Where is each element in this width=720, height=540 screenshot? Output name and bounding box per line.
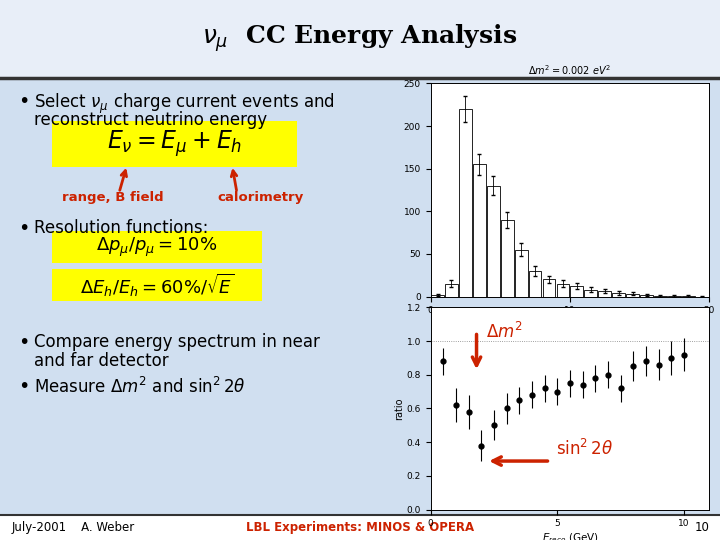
Text: Compare energy spectrum in near: Compare energy spectrum in near [34,333,320,351]
Text: reconstruct neutrino energy: reconstruct neutrino energy [34,111,267,129]
Bar [612,293,625,296]
Text: $E_{\nu} = E_{\mu} + E_{h}$: $E_{\nu} = E_{\mu} + E_{h}$ [107,129,242,159]
Bar [487,186,500,296]
Bar [52,269,262,301]
Bar [515,249,528,296]
Text: Resolution functions:: Resolution functions: [34,219,208,237]
Text: Select $\nu_{\mu}$ charge current events and: Select $\nu_{\mu}$ charge current events… [34,92,335,116]
Text: 10: 10 [695,521,710,534]
Bar [445,284,458,296]
Bar [0,515,720,540]
Text: CC energy distributions: CC energy distributions [438,84,585,97]
Bar [0,0,720,78]
Text: •: • [18,333,30,352]
Text: •: • [18,219,30,238]
Bar [626,294,639,296]
Text: $\Delta m^2$: $\Delta m^2$ [486,321,523,342]
Text: $\Delta E_{h} / E_{h} = 60\% / \sqrt{E}$: $\Delta E_{h} / E_{h} = 60\% / \sqrt{E}$ [80,272,234,299]
Bar [585,289,597,296]
Bar [654,295,667,296]
Bar [543,280,555,296]
Bar [668,295,681,296]
Bar [682,295,695,296]
X-axis label: $E_{reco}$ (GeV): $E_{reco}$ (GeV) [541,531,598,540]
Y-axis label: ratio: ratio [394,397,404,420]
Text: range, B field: range, B field [62,191,164,204]
Bar [640,295,653,296]
Bar [459,109,472,296]
Bar [598,292,611,296]
Bar [557,284,570,296]
Bar [570,286,583,296]
Text: LBL Experiments: MINOS & OPERA: LBL Experiments: MINOS & OPERA [246,521,474,534]
Bar [501,220,513,296]
Text: calorimetry: calorimetry [217,191,303,204]
Text: and far detector: and far detector [34,352,168,370]
Bar [473,164,486,296]
Text: $\nu_{\mu}$  CC Energy Analysis: $\nu_{\mu}$ CC Energy Analysis [202,22,518,54]
Text: •: • [18,92,30,111]
Bar [431,295,444,296]
Text: $\sin^2 2\theta$: $\sin^2 2\theta$ [556,439,613,459]
Text: •: • [18,377,30,396]
Text: $\Delta m^2=0.002\ eV^2$: $\Delta m^2=0.002\ eV^2$ [528,63,611,77]
Bar [52,231,262,263]
X-axis label: $E_{reco}$ (GeV): $E_{reco}$ (GeV) [541,318,598,332]
Text: July-2001    A. Weber: July-2001 A. Weber [12,521,135,534]
Text: Measure $\Delta m^2$ and $\sin^2 2\theta$: Measure $\Delta m^2$ and $\sin^2 2\theta… [34,377,246,397]
Text: Ph2le, 10 kt.yr.: Ph2le, 10 kt.yr. [458,100,552,113]
Bar [52,121,297,167]
Bar [528,271,541,296]
Text: $\Delta p_{\mu} / p_{\mu} = 10\%$: $\Delta p_{\mu} / p_{\mu} = 10\%$ [96,235,217,259]
